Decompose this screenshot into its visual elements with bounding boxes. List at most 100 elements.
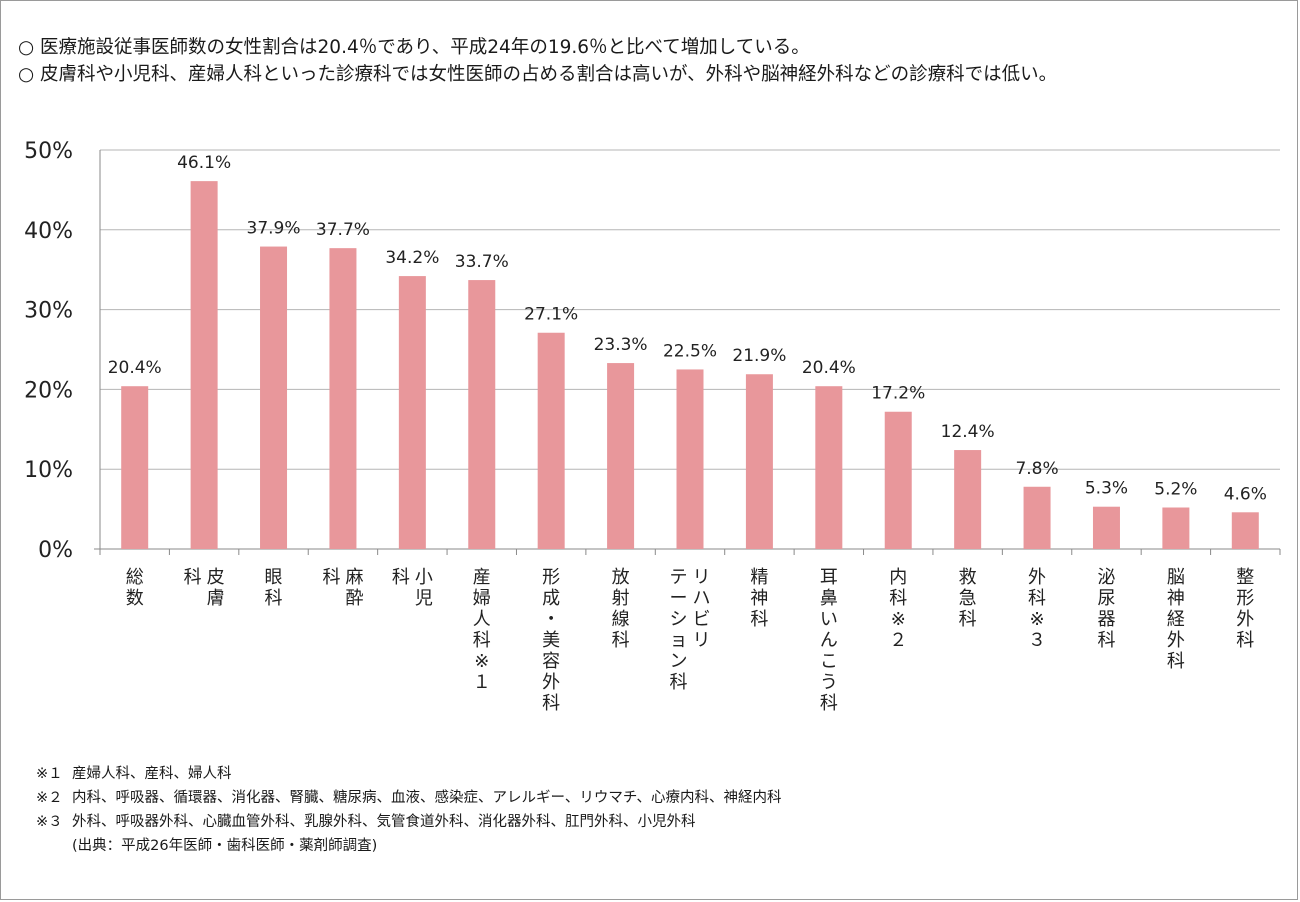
footnote-text: 外科、呼吸器外科、心臓血管外科、乳腺外科、気管食道外科、消化器外科、肛門外科、小… — [72, 814, 696, 830]
bar — [398, 276, 426, 549]
data-label: 5.3% — [1085, 479, 1128, 499]
bar — [537, 332, 565, 549]
category-label-char: 酔 — [345, 588, 363, 609]
footnote-1: ※１ 産婦人科、産科、婦人科 — [36, 762, 781, 786]
category-label-char: 科 — [670, 672, 688, 693]
category-label-char: 科 — [1236, 630, 1254, 651]
category-label-char: 成 — [542, 588, 560, 609]
bar — [815, 386, 843, 549]
bar — [1023, 486, 1051, 549]
category-label-char: 外 — [1028, 567, 1046, 588]
category-label-char: 科 — [542, 693, 560, 714]
category-label-char: 科 — [889, 588, 907, 609]
footnote-mark: ※１ — [36, 766, 63, 782]
category-label-char: 科 — [184, 567, 202, 588]
data-label: 37.7% — [316, 220, 370, 240]
category-label-char: シ — [670, 609, 688, 630]
category-label-char: 脳 — [1167, 567, 1185, 588]
category-label-char: リ — [693, 567, 711, 588]
footnote-3: ※３ 外科、呼吸器外科、心臓血管外科、乳腺外科、気管食道外科、消化器外科、肛門外科… — [36, 810, 781, 834]
category-label-char: 経 — [1167, 609, 1185, 630]
category-label-char: ハ — [693, 588, 711, 609]
y-tick-label: 30% — [24, 299, 73, 324]
category-label-char: 神 — [1167, 588, 1185, 609]
category-label-char: 眼 — [265, 567, 283, 588]
data-label: 4.6% — [1224, 484, 1267, 504]
category-label-char: ん — [820, 630, 838, 651]
data-label: 34.2% — [385, 248, 439, 268]
category-label-char: リ — [693, 630, 711, 651]
footnote-text: 内科、呼吸器、循環器、消化器、腎臓、糖尿病、血液、感染症、アレルギー、リウマチ、… — [72, 790, 782, 806]
category-label-char: 鼻 — [820, 588, 838, 609]
bar — [884, 411, 912, 549]
category-label-char: 科 — [392, 567, 410, 588]
bar — [329, 248, 357, 550]
category-label-char: 小 — [415, 567, 433, 588]
data-label: 17.2% — [871, 384, 925, 404]
category-label-char: 外 — [542, 672, 560, 693]
bar — [468, 280, 496, 549]
category-label-char: 科 — [1028, 588, 1046, 609]
category-label-char: 婦 — [473, 588, 491, 609]
footnote-text: 産婦人科、産科、婦人科 — [72, 766, 232, 782]
category-label-char: 形 — [1236, 588, 1254, 609]
category-label-char: 総 — [126, 567, 144, 588]
category-label-char: ・ — [542, 609, 560, 630]
data-label: 7.8% — [1015, 459, 1058, 479]
category-label-char: 膚 — [207, 588, 225, 609]
bar — [1162, 507, 1190, 549]
category-label-char: 科 — [473, 630, 491, 651]
data-label: 12.4% — [941, 422, 995, 442]
category-label-char: 射 — [612, 588, 630, 609]
category-label-char: 泌 — [1097, 567, 1115, 588]
category-label-char: 数 — [126, 588, 144, 609]
data-label: 33.7% — [455, 252, 509, 272]
data-label: 46.1% — [177, 153, 231, 173]
category-label-char: 外 — [1236, 609, 1254, 630]
data-label: 5.2% — [1154, 480, 1197, 500]
category-label-char: 精 — [750, 567, 768, 588]
category-label-char: 形 — [542, 567, 560, 588]
bar — [190, 181, 218, 549]
category-label-char: 神 — [750, 588, 768, 609]
footnote-2: ※２ 内科、呼吸器、循環器、消化器、腎臓、糖尿病、血液、感染症、アレルギー、リウマ… — [36, 786, 781, 810]
y-tick-label: 50% — [24, 139, 73, 164]
bar — [121, 386, 149, 549]
category-label-char: 科 — [265, 588, 283, 609]
category-label-char: 科 — [1167, 651, 1185, 672]
category-label-char: １ — [473, 672, 491, 693]
category-label-char: 科 — [750, 609, 768, 630]
source-note: (出典：平成26年医師・歯科医師・薬剤師調査) — [72, 838, 378, 854]
category-label-char: 人 — [473, 609, 491, 630]
data-label: 27.1% — [524, 305, 578, 325]
bar — [1092, 506, 1120, 549]
bar — [607, 363, 635, 549]
category-label-char: 科 — [959, 609, 977, 630]
category-label-char: ン — [670, 651, 688, 672]
category-label-char: 美 — [542, 630, 560, 651]
category-label-char: 尿 — [1097, 588, 1115, 609]
category-label-char: ビ — [693, 609, 711, 630]
category-label-char: ※ — [891, 609, 906, 630]
category-label-char: 麻 — [345, 567, 363, 588]
y-tick-label: 0% — [38, 538, 73, 563]
category-label-char: 放 — [612, 567, 630, 588]
category-label-char: 急 — [959, 588, 977, 609]
category-label-char: こ — [820, 651, 838, 672]
category-label-char: ３ — [1028, 630, 1046, 651]
category-label-char: ※ — [474, 651, 489, 672]
category-label-char: 科 — [322, 567, 340, 588]
y-tick-label: 40% — [24, 219, 73, 244]
data-label: 20.4% — [108, 358, 162, 378]
category-label-char: 科 — [612, 630, 630, 651]
category-label-char: テ — [670, 567, 688, 588]
category-label-char: ー — [670, 588, 688, 609]
category-label-char: ※ — [1030, 609, 1045, 630]
category-label-char: 皮 — [207, 567, 225, 588]
category-label-char: う — [820, 672, 838, 693]
category-label-char: 外 — [1167, 630, 1185, 651]
category-label-char: 耳 — [820, 567, 838, 588]
footnote-mark: ※３ — [36, 814, 63, 830]
